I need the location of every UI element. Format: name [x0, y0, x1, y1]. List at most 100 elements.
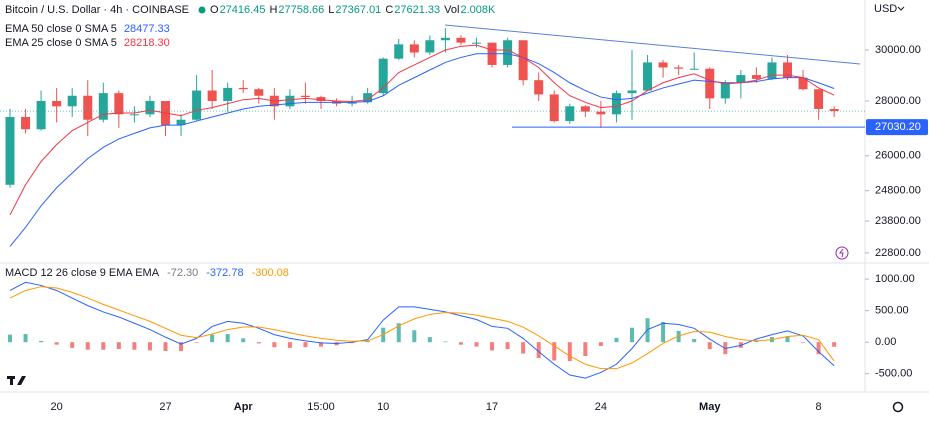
histogram-bar [801, 342, 806, 343]
histogram-bar [692, 339, 697, 343]
logo-part [17, 376, 26, 385]
x-tick-label: 8 [816, 401, 822, 413]
candle-body [129, 114, 139, 116]
candle-body [705, 68, 715, 99]
legend-name: EMA 50 close 0 SMA 5 [5, 23, 117, 35]
histogram-bar [272, 342, 277, 348]
candle-body [580, 106, 590, 112]
candle-body [145, 101, 155, 115]
candle-body [814, 89, 824, 109]
ohlc-label: C [385, 4, 393, 16]
alert-icon[interactable] [835, 246, 849, 260]
candle-body [440, 37, 450, 41]
histogram-bar [490, 342, 495, 351]
candle-body [409, 44, 419, 53]
histogram-bar [365, 340, 370, 343]
candle-body [596, 111, 606, 115]
support-label: 27030.20 [875, 121, 921, 133]
y-tick-label: 30000.00 [875, 44, 921, 56]
candle-body [52, 101, 62, 107]
currency-dropdown[interactable] [897, 6, 905, 11]
histogram-bar [567, 342, 572, 362]
histogram-bar [147, 342, 152, 351]
histogram-bar [661, 322, 666, 343]
y-tick-label: 23800.00 [875, 215, 921, 227]
candle-body [67, 95, 77, 107]
candle-body [300, 95, 310, 98]
macd-title: MACD 12 26 close 9 EMA EMA [5, 267, 160, 279]
candle-body [767, 62, 777, 79]
histogram-bar [54, 342, 59, 345]
candle-body [518, 40, 528, 81]
histogram-bar [552, 342, 557, 361]
macd-line [9, 281, 835, 379]
candle-body [627, 90, 637, 94]
histogram-bar [101, 342, 106, 350]
histogram-bar [707, 342, 712, 350]
candle-body [658, 62, 668, 68]
ohlc-value: 27367.01 [335, 4, 381, 16]
histogram-bar [241, 338, 246, 343]
candle-body [316, 97, 326, 102]
candle-body [83, 95, 93, 120]
histogram-bar [23, 333, 28, 343]
candle-body [534, 80, 544, 95]
histogram-bar [614, 337, 619, 343]
candle-body [21, 117, 31, 130]
ohlc-label: O [210, 4, 219, 16]
candle-body [98, 93, 108, 120]
y-tick-label: 0.00 [875, 336, 896, 348]
histogram-bar [443, 341, 448, 343]
histogram-bar [474, 342, 479, 347]
candle-body [363, 93, 373, 103]
histogram-bar [676, 330, 681, 343]
logo-part [10, 376, 13, 385]
candle-body [643, 62, 653, 91]
candle-body [472, 42, 481, 44]
histogram-bar [816, 342, 821, 355]
alert-bolt [839, 248, 844, 258]
x-tick-label: Apr [234, 401, 254, 413]
x-tick-label: 27 [159, 401, 171, 413]
status-dot [198, 6, 206, 14]
candle-body [456, 37, 466, 43]
y-tick-label: 24800.00 [875, 185, 921, 197]
candle-body [549, 94, 559, 122]
ohlc-value: 27621.33 [394, 4, 440, 16]
histogram-bar [179, 342, 184, 352]
histogram-bar [536, 342, 541, 358]
histogram-bar [427, 337, 432, 343]
settings-icon[interactable] [892, 401, 904, 413]
currency[interactable]: USD [874, 3, 897, 15]
candle-body [503, 40, 513, 65]
ema-line [9, 53, 835, 247]
legend-value: 28218.30 [124, 37, 170, 49]
candle-body [798, 77, 808, 90]
histogram-bar [319, 342, 323, 347]
y-tick-label: 28000.00 [875, 95, 921, 107]
candle-body [5, 117, 15, 185]
histogram-bar [458, 342, 463, 345]
x-tick-label: 24 [595, 401, 607, 413]
y-tick-label: -500.00 [875, 368, 912, 380]
ohlc-value: 2.008K [460, 4, 496, 16]
x-tick-label: 20 [51, 401, 63, 413]
ohlc-label: H [269, 4, 277, 16]
histogram-bar [116, 342, 121, 350]
histogram-bar [194, 342, 199, 343]
trend-line [444, 24, 861, 65]
candle-body [751, 75, 761, 79]
x-tick-label: 17 [486, 401, 498, 413]
legend-value: -72.30 [167, 267, 198, 279]
histogram-bar [70, 342, 75, 348]
candle-body [238, 87, 248, 90]
legend-value: -372.78 [206, 267, 243, 279]
candle-body [114, 93, 124, 115]
candle-body [783, 62, 792, 78]
y-tick-label: 22800.00 [875, 247, 921, 259]
candle-body [674, 67, 684, 69]
candle-body [285, 95, 295, 107]
ohlc-value: 27758.66 [278, 4, 324, 16]
histogram-bar [287, 342, 292, 348]
